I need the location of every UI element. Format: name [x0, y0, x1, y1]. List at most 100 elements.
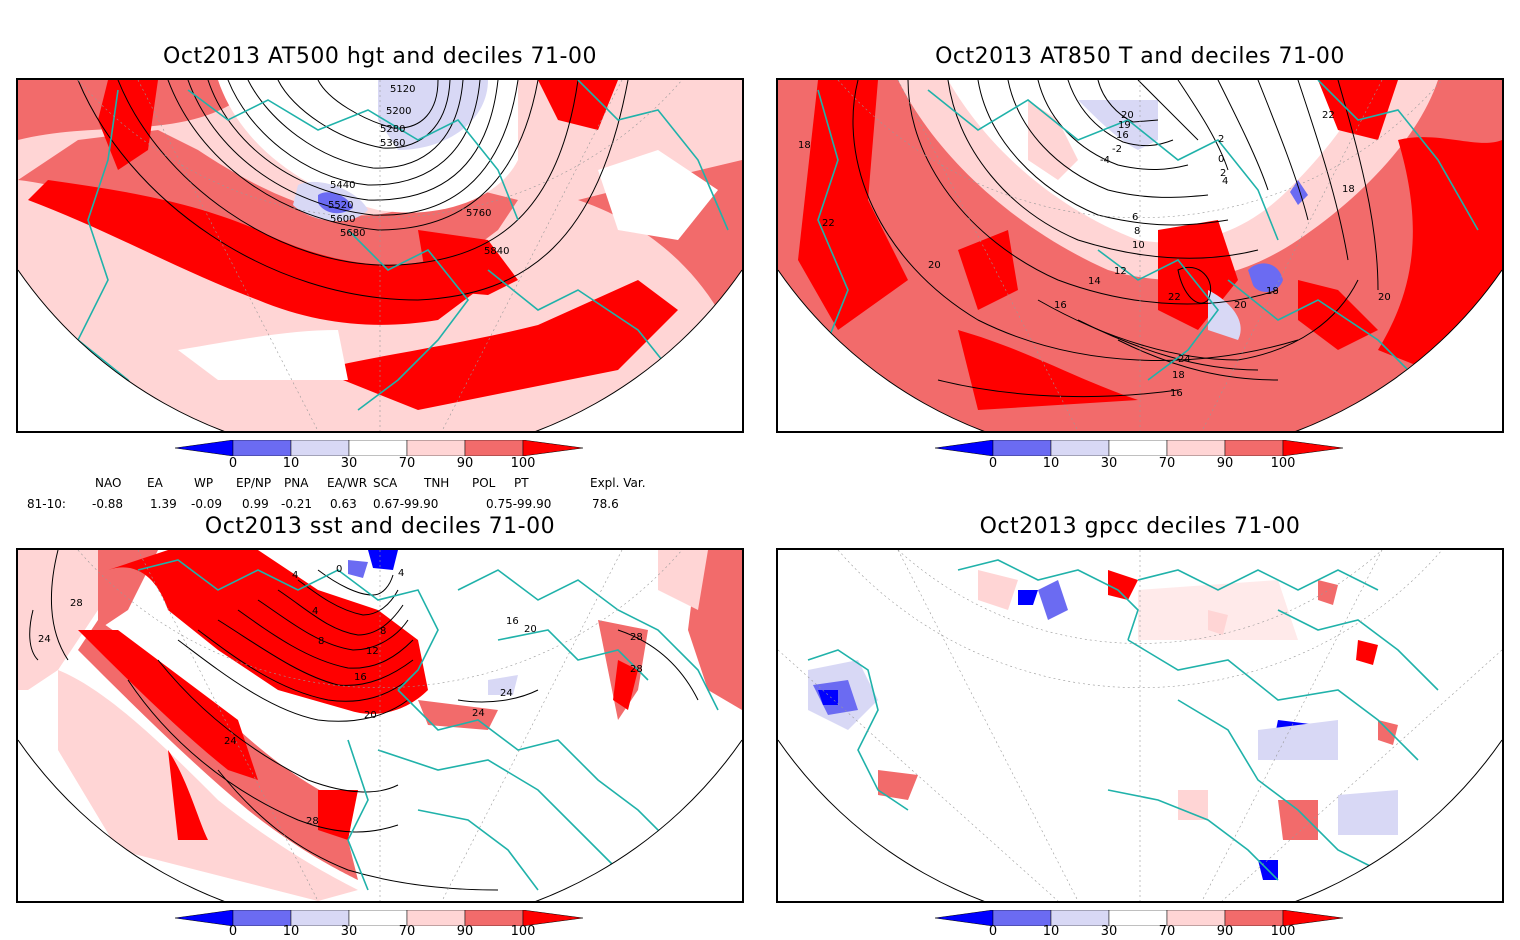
contour-label: 16: [1054, 300, 1067, 311]
contour-label: 12: [366, 646, 379, 657]
contour-label: 16: [354, 672, 367, 683]
contour-label: 5120: [390, 84, 415, 95]
colorbar-tick: 70: [398, 924, 416, 939]
colorbar-tick: 100: [1270, 924, 1296, 939]
contour-label: 5600: [330, 214, 355, 225]
panel-title-t850: Oct2013 AT850 T and deciles 71-00: [935, 44, 1345, 69]
colorbar-tick: 10: [282, 924, 300, 939]
contour-label: 22: [822, 218, 835, 229]
colorbar-hgt500: 0 10 30 70 90 100: [174, 439, 585, 471]
colorbar-graphic: [174, 909, 584, 927]
contour-label: 4: [1222, 176, 1228, 187]
colorbar-tick: 10: [282, 456, 300, 471]
colorbar-tick: 30: [340, 924, 358, 939]
colorbar-tick: 100: [510, 924, 536, 939]
colorbar-tick: 70: [398, 456, 416, 471]
contour-label: 28: [306, 816, 319, 827]
index-value-nao: -0.88: [92, 497, 124, 511]
colorbar-tick: 100: [1270, 456, 1296, 471]
contour-label: 20: [364, 710, 377, 721]
index-header-nao: NAO: [95, 476, 122, 490]
contour-label: 2: [1218, 134, 1224, 145]
colorbar-tick: 10: [1042, 456, 1060, 471]
map-panel-t850: 20 19 16 2 -2 -4 0 2 4 6 8 10 12 14 16 1…: [776, 78, 1504, 433]
map-gpcc: [778, 550, 1502, 901]
contour-label: 5440: [330, 180, 355, 191]
colorbar-graphic: [934, 439, 1344, 457]
contour-label: 20: [1378, 292, 1391, 303]
contour-label: 5680: [340, 228, 365, 239]
contour-label: 4: [398, 568, 404, 579]
colorbar-t850: 0 10 30 70 90 100: [934, 439, 1345, 471]
map-panel-hgt500: 5120 5200 5280 5360 5440 5520 5600 5680 …: [16, 78, 744, 433]
contour-label: 16: [506, 616, 519, 627]
colorbar-tick: 30: [1100, 924, 1118, 939]
contour-label: 2: [1220, 168, 1226, 179]
contour-label: 20: [524, 624, 537, 635]
contour-label: 20: [1121, 110, 1134, 121]
colorbar-sst: 0 10 30 70 90 100: [174, 909, 585, 939]
map-hgt500: 5120 5200 5280 5360 5440 5520 5600 5680 …: [18, 80, 742, 431]
indices-header-row: NAO EA WP EP/NP PNA EA/WR SCA TNH POL PT…: [0, 476, 700, 492]
colorbar-graphic: [174, 439, 584, 457]
colorbar-tick: 30: [340, 456, 358, 471]
contour-label: 18: [1172, 370, 1185, 381]
colorbar-tick: 0: [988, 456, 998, 471]
contour-label: 16: [1170, 388, 1183, 399]
panel-title-gpcc: Oct2013 gpcc deciles 71-00: [979, 514, 1301, 539]
contour-label: 24: [38, 634, 51, 645]
index-row-label: 81-10:: [27, 497, 66, 511]
colorbar-tick: 70: [1158, 924, 1176, 939]
contour-label: 5200: [386, 106, 411, 117]
colorbar-tick: 0: [228, 456, 238, 471]
colorbar-tick: 70: [1158, 456, 1176, 471]
index-header-pol: POL: [472, 476, 496, 490]
index-header-epnp: EP/NP: [236, 476, 272, 490]
index-value-pna: -0.21: [281, 497, 313, 511]
contour-labels: 5120 5200 5280 5360 5440 5520 5600 5680 …: [328, 84, 509, 257]
map-panel-sst: 28 24 4 0 4 4 8 8 12 16 20 24 28 28 16 2…: [16, 548, 744, 903]
colorbar-tick: 30: [1100, 456, 1118, 471]
panel-title-hgt500: Oct2013 AT500 hgt and deciles 71-00: [163, 44, 597, 69]
contour-label: 18: [1266, 286, 1279, 297]
index-header-pt: PT: [514, 476, 529, 490]
colorbar-tick: 90: [456, 924, 474, 939]
contour-label: 8: [380, 626, 386, 637]
contour-label: 22: [1322, 110, 1335, 121]
colorbar-tick: 90: [1216, 456, 1234, 471]
colorbar-tick: 10: [1042, 924, 1060, 939]
contour-label: -4: [1100, 155, 1110, 166]
index-header-ea: EA: [147, 476, 163, 490]
contour-labels: 28 24 4 0 4 4 8 8 12 16 20 24 28 28 16 2…: [38, 564, 643, 827]
map-sst: 28 24 4 0 4 4 8 8 12 16 20 24 28 28 16 2…: [18, 550, 742, 901]
contour-label: 28: [630, 632, 643, 643]
contour-label: 5760: [466, 208, 491, 219]
contour-label: 8: [318, 636, 324, 647]
contour-label: -2: [1112, 144, 1122, 155]
contour-label: 5840: [484, 246, 509, 257]
contour-label: 8: [1134, 226, 1140, 237]
contour-label: 16: [1116, 130, 1129, 141]
index-header-wp: WP: [194, 476, 214, 490]
contour-label: 18: [1342, 184, 1355, 195]
contour-label: 22: [1168, 292, 1181, 303]
index-value-ea: 1.39: [150, 497, 177, 511]
index-value-explvar: 78.6: [592, 497, 619, 511]
contour-label: 28: [70, 598, 83, 609]
index-value-sca: 0.67-99.90: [373, 497, 439, 511]
contour-label: 10: [1132, 240, 1145, 251]
contour-label: 14: [1088, 276, 1101, 287]
contour-label: 20: [1234, 300, 1247, 311]
panel-title-sst: Oct2013 sst and deciles 71-00: [204, 514, 556, 539]
map-panel-gpcc: [776, 548, 1504, 903]
colorbar-tick: 90: [456, 456, 474, 471]
map-t850: 20 19 16 2 -2 -4 0 2 4 6 8 10 12 14 16 1…: [778, 80, 1502, 431]
contour-label: 0: [336, 564, 342, 575]
colorbar-tick: 0: [988, 924, 998, 939]
contour-label: 5520: [328, 200, 353, 211]
contour-label: 4: [292, 570, 298, 581]
index-header-eawr: EA/WR: [327, 476, 368, 490]
contour-label: 6: [1132, 212, 1138, 223]
index-header-sca: SCA: [373, 476, 398, 490]
contour-label: 24: [1178, 354, 1191, 365]
